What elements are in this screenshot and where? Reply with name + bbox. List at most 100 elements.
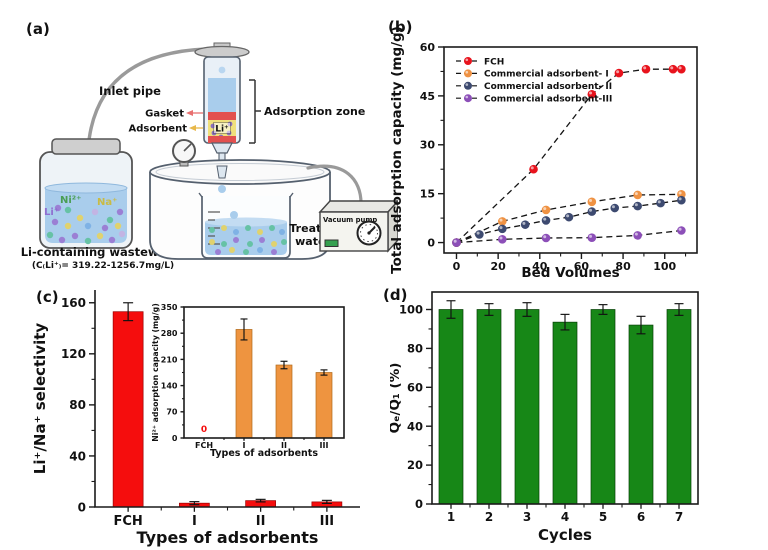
column-cap	[194, 45, 250, 59]
axes: 0 70 140 210 280 350	[161, 303, 345, 443]
series-line-Commercial adsorbent-III	[456, 229, 682, 244]
error-bar-II	[280, 360, 288, 370]
x-tick-label: 40	[532, 260, 548, 273]
category-label: 5	[599, 510, 607, 524]
y-tick-label: 100	[399, 303, 423, 317]
gauge-needle-icon	[183, 143, 192, 152]
pump-power-button	[324, 239, 339, 247]
water-drop	[218, 66, 226, 74]
panel-a-label: (a)	[26, 20, 50, 38]
y-tick-label: 0	[78, 500, 86, 514]
gasket-layer-bottom	[208, 136, 236, 143]
error-bar-FCH	[123, 302, 134, 322]
category-label: III	[320, 514, 335, 529]
adsorbent-label: Adsorbent	[129, 124, 188, 135]
series-markers-Commercial adsorbent- II	[452, 195, 686, 247]
bar-4	[552, 321, 578, 505]
ion-ni-label: Ni²⁺	[60, 195, 81, 206]
axes: 0 20 40 60 80 100	[399, 291, 699, 511]
y-tick-label: 80	[69, 398, 86, 412]
y-axis-title: Qₑ/Q₁ (%)	[390, 363, 403, 434]
y-axis-title: Li⁺/Na⁺ selectivity	[31, 323, 49, 475]
bar-5	[590, 309, 616, 505]
error-bar-7	[674, 303, 684, 316]
chamber-inlet-nozzle	[216, 165, 228, 179]
axes: 0 15 30 45 60	[420, 41, 698, 254]
cycles-chart: 1 2 3 4 5 6 7 0 20 40 60 80 100 Qₑ/Q₁ (%) Cycles	[390, 291, 699, 544]
category-label: 2	[485, 510, 493, 524]
wastewater-title: Li-containing wastewater	[21, 245, 186, 259]
adsorbent-arrowhead-icon	[189, 125, 196, 131]
y-tick-label: 160	[61, 296, 86, 310]
error-bar-II	[255, 498, 266, 503]
falling-drop	[218, 185, 226, 193]
error-bar-3	[522, 302, 532, 317]
y-tick-label: 60	[420, 41, 436, 54]
legend-label: Commercial adsorbent- I	[484, 70, 609, 80]
column-ion-label: Li⁺	[215, 125, 229, 135]
error-bar-I	[189, 501, 200, 506]
bar-I	[235, 329, 253, 439]
x-tick-label: 80	[615, 260, 631, 273]
x-axis-title: Types of adsorbents	[210, 448, 318, 459]
y-tick-label: 20	[407, 458, 423, 472]
y-tick-label: 40	[69, 449, 86, 463]
category-label: FCH	[113, 514, 142, 529]
y-tick-label: 15	[420, 188, 435, 201]
error-bar-III	[320, 369, 328, 376]
wastewater-jar: Ni²⁺ Na⁺ Li⁺	[39, 138, 133, 249]
series-markers-Commercial adsorbent-III	[452, 226, 686, 247]
vacuum-tube	[306, 164, 363, 205]
x-axis-title: Bed Volumes	[521, 265, 619, 280]
wastewater-concentration: (C₍Li⁺₎= 319.22-1256.7mg/L)	[32, 261, 174, 271]
gasket-layer	[208, 112, 236, 120]
axes: 0 40 80 120 160	[61, 290, 360, 514]
y-axis-title: Ni²⁺ adsorption capacity (mg/g)	[151, 303, 160, 442]
y-tick-label: 60	[407, 380, 423, 394]
x-tick-label: 100	[653, 260, 676, 273]
error-bar-4	[560, 313, 570, 331]
legend-label: FCH	[484, 57, 504, 67]
inlet-pipe-label: Inlet pipe	[99, 84, 161, 98]
x-tick-label: 20	[490, 260, 506, 273]
y-tick-label: 0	[427, 237, 435, 250]
y-tick-label: 70	[166, 408, 178, 417]
bar-2	[476, 309, 502, 505]
y-tick-label: 140	[161, 381, 178, 390]
y-tick-label: 280	[161, 329, 178, 338]
treated-ion-dots	[209, 225, 287, 255]
x-ticks: 0 20 40 60 80 100	[453, 253, 687, 273]
category-label: I	[243, 441, 246, 450]
category-label: FCH	[195, 441, 213, 450]
x-tick-label: 60	[574, 260, 590, 273]
bar-3	[514, 309, 540, 505]
treated-water-beaker	[198, 192, 294, 259]
y-tick-label: 350	[161, 303, 178, 312]
adsorption-zone-bracket	[249, 79, 261, 144]
error-bar-III	[321, 499, 332, 505]
y-tick-label: 0	[172, 434, 178, 443]
category-label: II	[256, 514, 266, 529]
category-label: 3	[523, 510, 531, 524]
y-tick-label: 30	[420, 139, 436, 152]
bar-III	[315, 372, 333, 439]
error-bar-6	[636, 315, 646, 335]
series-line-Commercial adsorbent- I	[456, 193, 682, 244]
y-tick-label: 0	[415, 497, 423, 511]
bar-7	[666, 309, 692, 505]
gasket-arrowhead-icon	[186, 110, 193, 116]
total-adsorption-chart: 0 15 30 45 60 Total adsorption capacity (mg/g…	[390, 26, 698, 280]
column-nozzle	[211, 142, 233, 154]
legend-label: Commercial adsorbent-III	[484, 95, 612, 105]
y-axis-title: Total adsorption capacity (mg/g)	[390, 26, 405, 274]
category-label: III	[320, 441, 329, 450]
bar-II	[275, 364, 293, 439]
adsorption-column: Li⁺	[194, 42, 250, 163]
legend-label: Commercial adsorbent- II	[484, 82, 612, 92]
y-tick-label: 40	[407, 419, 423, 433]
jar-lid	[51, 138, 121, 155]
ion-li-label: Li⁺	[44, 207, 59, 218]
